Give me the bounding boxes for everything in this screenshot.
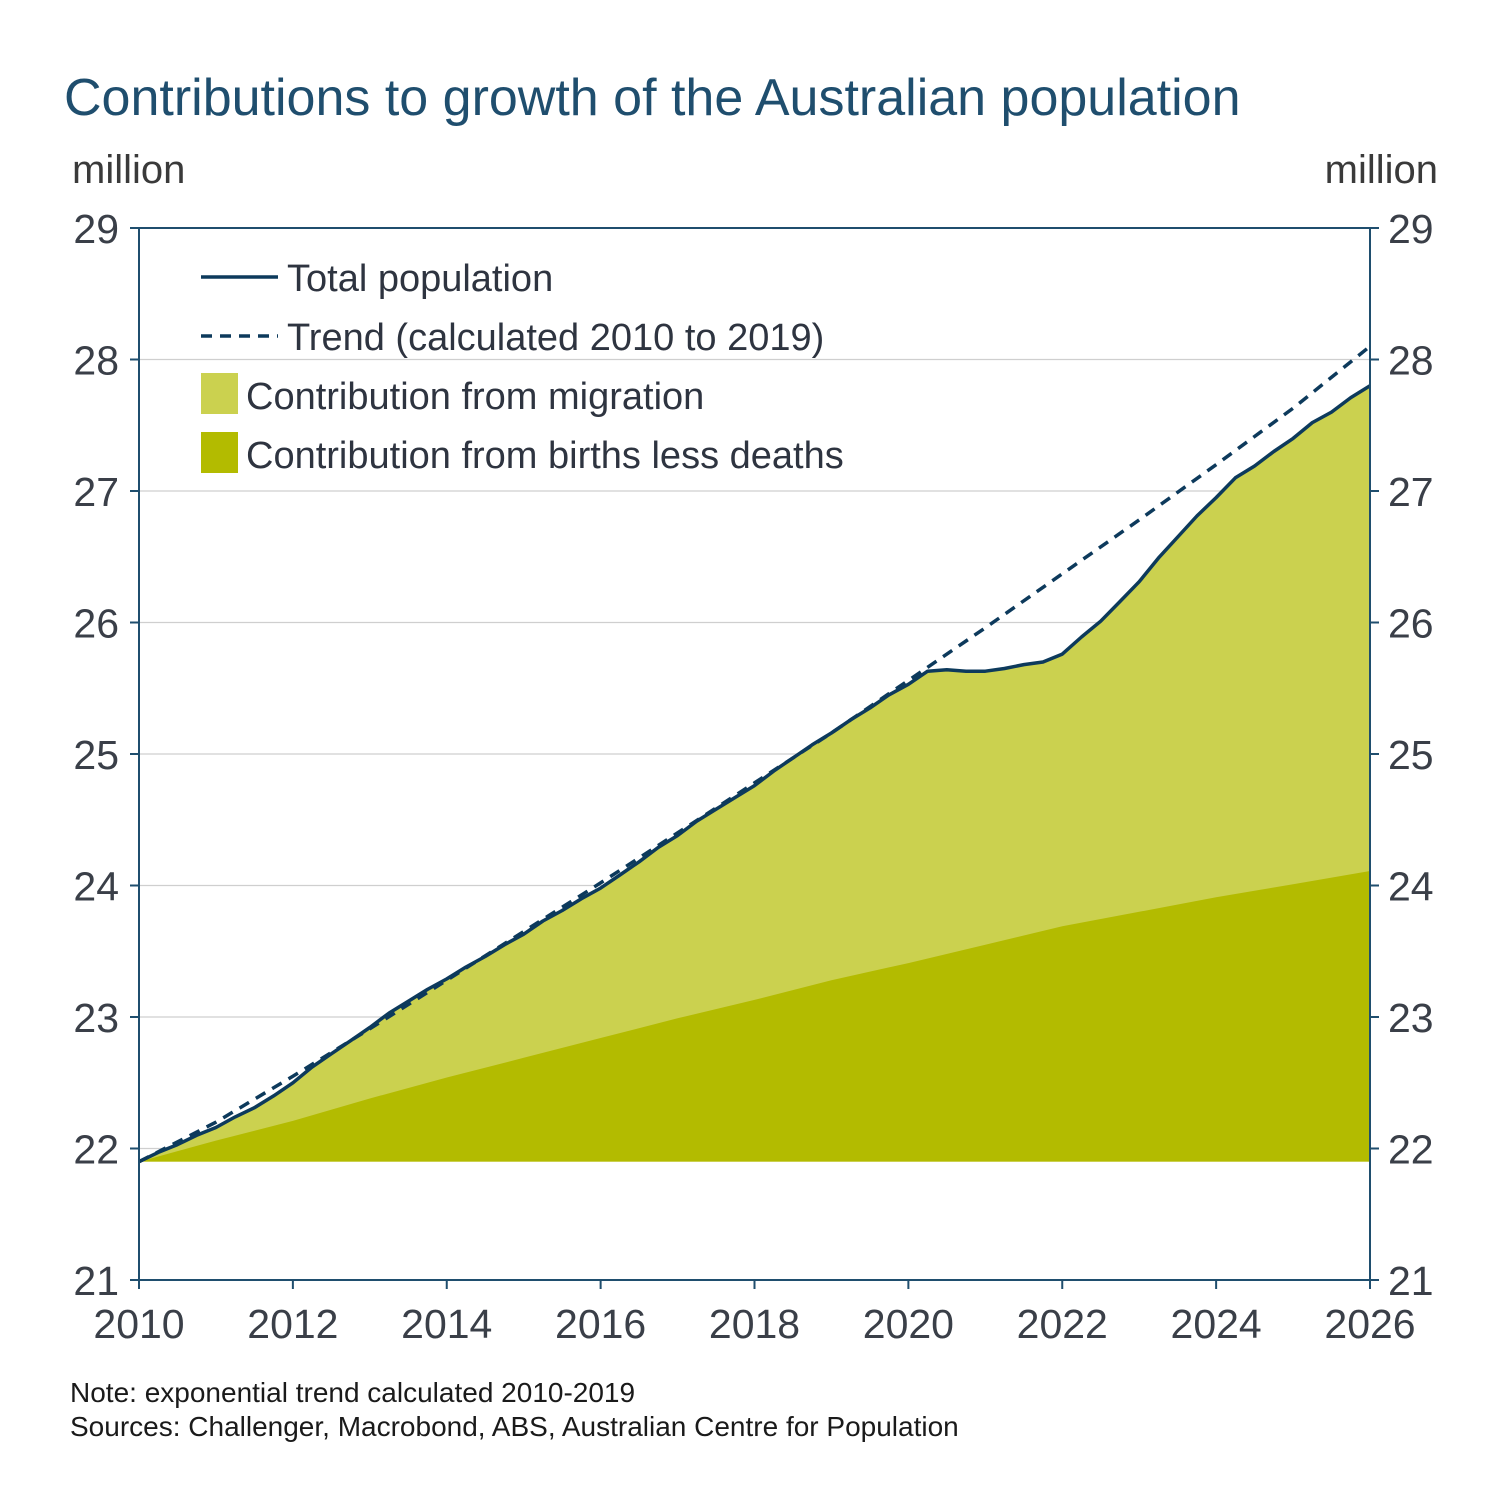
axis-ticks: 21 21 22 22 23 23 24 24 25 25 26 26 27 27 28 28 29 29 2010… bbox=[73, 206, 1433, 1347]
x-tick-label: 2018 bbox=[709, 1301, 800, 1347]
x-tick-label: 2010 bbox=[93, 1301, 184, 1347]
sources-text: Sources: Challenger, Macrobond, ABS, Aus… bbox=[70, 1411, 959, 1442]
y-tick-label-right: 28 bbox=[1388, 338, 1434, 384]
y-tick-label-left: 25 bbox=[73, 732, 119, 778]
y-tick-label-right: 29 bbox=[1388, 206, 1434, 252]
y-tick-label-right: 21 bbox=[1388, 1258, 1434, 1304]
x-tick-label: 2012 bbox=[247, 1301, 338, 1347]
x-tick-label: 2014 bbox=[401, 1301, 492, 1347]
y-tick-label-right: 25 bbox=[1388, 732, 1434, 778]
y-tick-label-right: 27 bbox=[1388, 469, 1434, 515]
legend-swatch-births bbox=[201, 432, 238, 473]
x-tick-label: 2016 bbox=[555, 1301, 646, 1347]
legend-label-births: Contribution from births less deaths bbox=[246, 435, 844, 477]
chart-title: Contributions to growth of the Australia… bbox=[64, 69, 1241, 127]
y-tick-label-left: 28 bbox=[73, 338, 119, 384]
y-tick-label-left: 22 bbox=[73, 1127, 119, 1173]
total-population-line bbox=[138, 384, 1371, 1164]
y-tick-label-left: 24 bbox=[73, 864, 119, 910]
footnotes: Note: exponential trend calculated 2010-… bbox=[70, 1376, 959, 1444]
y-tick-label-left: 26 bbox=[73, 601, 119, 647]
y-tick-label-left: 23 bbox=[73, 995, 119, 1041]
y-tick-label-right: 24 bbox=[1388, 864, 1434, 910]
x-tick-label: 2026 bbox=[1324, 1301, 1415, 1347]
legend-label-migration: Contribution from migration bbox=[246, 376, 704, 418]
note-text: Note: exponential trend calculated 2010-… bbox=[70, 1377, 636, 1408]
y-tick-label-right: 23 bbox=[1388, 995, 1434, 1041]
y-tick-label-right: 26 bbox=[1388, 601, 1434, 647]
legend-label-total: Total population bbox=[287, 258, 553, 300]
right-axis-unit: million bbox=[1324, 148, 1438, 192]
y-tick-label-right: 22 bbox=[1388, 1127, 1434, 1173]
y-tick-label-left: 29 bbox=[73, 206, 119, 252]
births-area bbox=[139, 871, 1370, 1162]
left-axis-unit: million bbox=[72, 148, 186, 192]
legend-label-trend: Trend (calculated 2010 to 2019) bbox=[287, 317, 824, 359]
x-tick-label: 2020 bbox=[863, 1301, 954, 1347]
x-tick-label: 2024 bbox=[1171, 1301, 1262, 1347]
legend: Total population Trend (calculated 2010 t… bbox=[201, 258, 844, 477]
y-tick-label-left: 27 bbox=[73, 469, 119, 515]
x-tick-label: 2022 bbox=[1017, 1301, 1108, 1347]
legend-swatch-migration bbox=[201, 373, 238, 414]
y-tick-label-left: 21 bbox=[73, 1258, 119, 1304]
